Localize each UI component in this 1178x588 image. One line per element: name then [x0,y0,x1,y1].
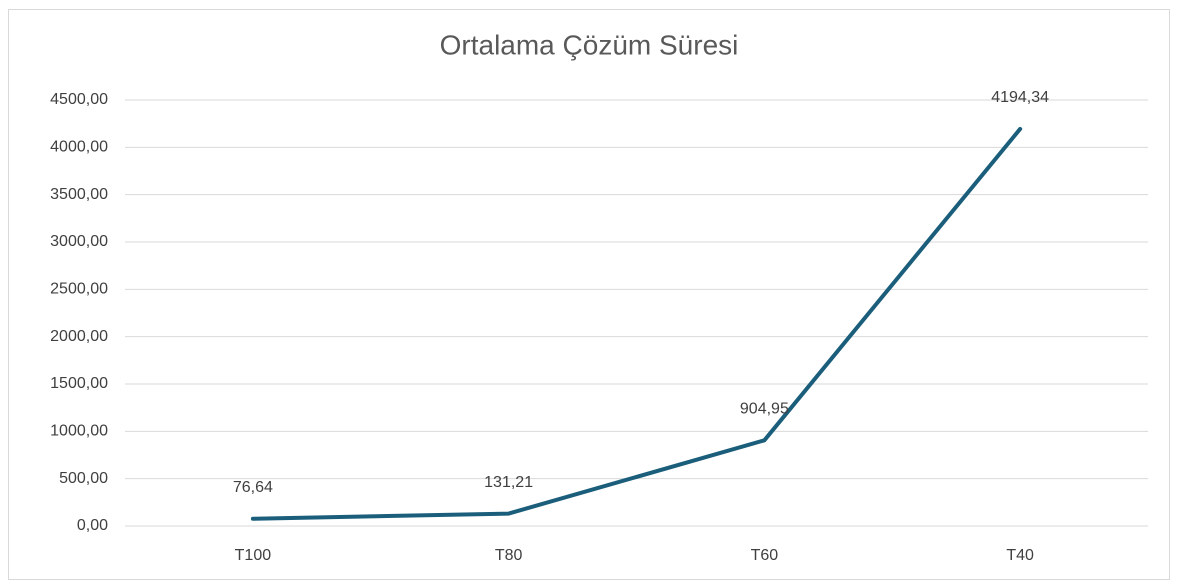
y-tick-label: 2000,00 [50,328,108,345]
x-tick-label: T100 [235,547,272,564]
y-tick-label: 3500,00 [50,186,108,203]
y-tick-label: 4500,00 [50,91,108,108]
x-tick-label: T60 [751,547,779,564]
x-tick-label: T80 [495,547,523,564]
data-label: 4194,34 [991,89,1049,106]
line-series [250,126,1023,521]
chart-border [8,9,1170,580]
y-tick-label: 1500,00 [50,375,108,392]
y-tick-label: 2500,00 [50,281,108,298]
data-label: 904,95 [740,401,789,418]
data-label: 131,21 [484,474,533,491]
chart-title: Ortalama Çözüm Süresi [440,29,739,60]
y-tick-label: 1000,00 [50,423,108,440]
y-tick-label: 4000,00 [50,139,108,156]
data-label: 76,64 [233,479,273,496]
x-tick-label: T40 [1006,547,1034,564]
y-tick-label: 3000,00 [50,233,108,250]
y-tick-label: 500,00 [59,470,108,487]
y-tick-label: 0,00 [77,517,108,534]
